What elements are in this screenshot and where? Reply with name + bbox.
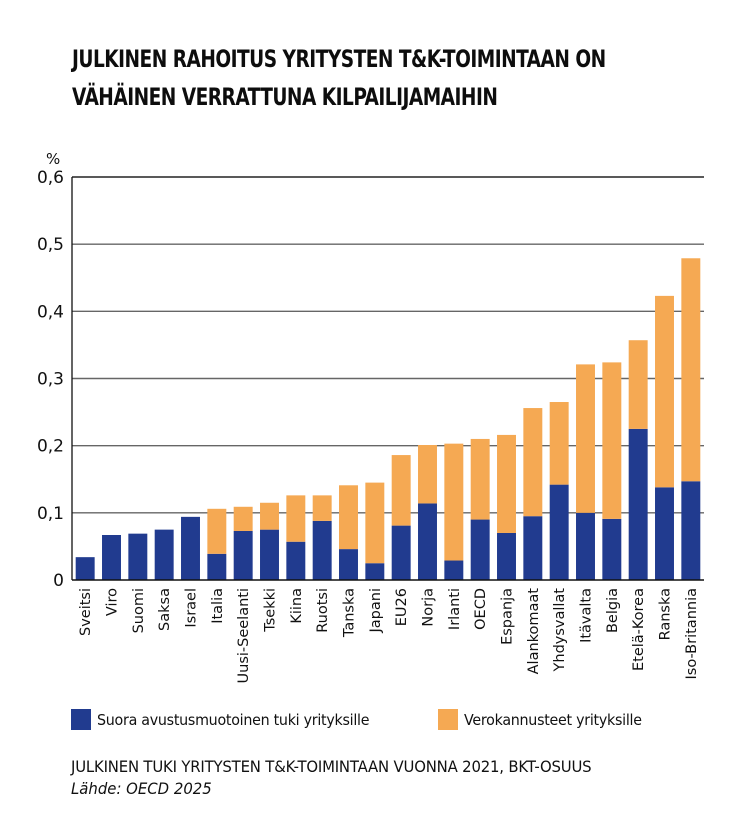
bar-tax-incentives bbox=[339, 485, 358, 550]
x-tick-label: Israel bbox=[184, 588, 200, 628]
legend-label-direct-support: Suora avustusmuotoinen tuki yrityksille bbox=[97, 710, 370, 729]
x-tick-label: Tanska bbox=[342, 588, 358, 638]
bar-direct-support bbox=[286, 541, 306, 580]
bar-tax-incentives bbox=[444, 443, 464, 561]
bar-direct-support bbox=[655, 487, 674, 580]
bar-direct-support bbox=[102, 535, 121, 580]
gridlines bbox=[72, 176, 704, 514]
x-tick-label: Uusi-Seelanti bbox=[236, 588, 252, 683]
y-tick-label: 0,1 bbox=[37, 504, 64, 524]
bar-tax-incentives bbox=[312, 495, 332, 521]
x-tick-label: Ruotsi bbox=[315, 588, 331, 633]
bar-direct-support bbox=[391, 525, 411, 580]
y-tick-label: 0 bbox=[53, 571, 64, 591]
y-tick-label: 0,3 bbox=[37, 370, 64, 390]
stacked-bar-chart: % 0 0,1 0,2 0,3 0,4 0,5 0,6 Sveitsi Viro Suomi Sa… bbox=[37, 150, 704, 684]
bar-direct-support bbox=[154, 529, 174, 581]
bar-direct-support bbox=[549, 484, 569, 580]
bar-direct-support bbox=[576, 512, 595, 580]
x-tick-label: Espanja bbox=[500, 588, 516, 645]
x-tick-label: Belgia bbox=[605, 588, 621, 633]
legend-swatch-direct-support bbox=[71, 709, 91, 730]
chart-title-line-1: JULKINEN RAHOITUS YRITYSTEN T&K-TOIMINTA… bbox=[72, 45, 606, 73]
y-tick-label: 0,5 bbox=[37, 235, 64, 255]
y-tick-label: 0,2 bbox=[37, 437, 64, 457]
bar-tax-incentives bbox=[655, 295, 674, 488]
bar-direct-support bbox=[418, 503, 437, 580]
bar-direct-support bbox=[128, 533, 148, 580]
bar-tax-incentives bbox=[260, 502, 279, 530]
bar-tax-incentives bbox=[628, 340, 648, 429]
bar-tax-incentives bbox=[576, 364, 595, 513]
bar-direct-support bbox=[681, 481, 701, 580]
x-tick-label: Saksa bbox=[157, 588, 173, 631]
bar-tax-incentives bbox=[470, 438, 490, 520]
bar-direct-support bbox=[181, 516, 200, 580]
bar-tax-incentives bbox=[207, 508, 227, 554]
legend-item-direct-support: Suora avustusmuotoinen tuki yrityksille bbox=[71, 709, 393, 730]
bar-direct-support bbox=[628, 428, 648, 581]
bar-direct-support bbox=[207, 553, 227, 580]
bar-direct-support bbox=[339, 549, 358, 580]
x-tick-label: Kiina bbox=[289, 588, 305, 624]
chart-title: JULKINEN RAHOITUS YRITYSTEN T&K-TOIMINTA… bbox=[72, 40, 631, 116]
x-tick-label: Ranska bbox=[658, 588, 674, 640]
bar-tax-incentives bbox=[391, 455, 411, 526]
x-tick-label: Viro bbox=[105, 588, 121, 616]
bar-direct-support bbox=[233, 530, 253, 580]
legend-label-tax-incentives: Verokannusteet yrityksille bbox=[464, 710, 642, 729]
bar-direct-support bbox=[365, 563, 385, 580]
bar-tax-incentives bbox=[602, 362, 622, 519]
bar-direct-support bbox=[260, 529, 279, 581]
y-axis-ticks: 0 0,1 0,2 0,3 0,4 0,5 0,6 bbox=[37, 168, 64, 591]
bar-tax-incentives bbox=[523, 408, 543, 517]
bar-direct-support bbox=[312, 520, 332, 580]
x-tick-label: Japani bbox=[368, 588, 384, 633]
x-tick-label: Etelä-Korea bbox=[631, 588, 647, 671]
y-tick-label: 0,6 bbox=[37, 168, 64, 188]
legend: Suora avustusmuotoinen tuki yrityksille … bbox=[71, 709, 731, 733]
x-tick-label: OECD bbox=[473, 588, 489, 630]
x-tick-label: Italia bbox=[210, 588, 226, 624]
bar-tax-incentives bbox=[418, 445, 437, 504]
bar-tax-incentives bbox=[497, 434, 516, 533]
bar-tax-incentives bbox=[365, 482, 385, 564]
x-tick-label: EU26 bbox=[394, 588, 410, 626]
chart-title-line-2: VÄHÄINEN VERRATTUNA KILPAILIJAMAIHIN bbox=[72, 83, 498, 111]
chart-caption: JULKINEN TUKI YRITYSTEN T&K-TOIMINTAAN V… bbox=[71, 757, 592, 776]
chart-source: Lähde: OECD 2025 bbox=[71, 779, 212, 798]
bar-direct-support bbox=[470, 519, 490, 580]
bar-tax-incentives bbox=[286, 495, 306, 542]
x-tick-label: Iso-Britannia bbox=[684, 588, 700, 680]
x-tick-label: Tsekki bbox=[263, 588, 279, 633]
x-tick-label: Sveitsi bbox=[78, 588, 94, 636]
bar-direct-support bbox=[497, 532, 516, 580]
y-axis-unit-label: % bbox=[46, 150, 60, 168]
bar-direct-support bbox=[444, 560, 464, 580]
bar-tax-incentives bbox=[233, 506, 253, 531]
x-tick-label: Yhdysvallat bbox=[552, 588, 568, 673]
x-tick-label: Irlanti bbox=[447, 588, 463, 630]
legend-swatch-tax-incentives bbox=[438, 709, 458, 730]
legend-item-tax-incentives: Verokannusteet yrityksille bbox=[438, 709, 657, 730]
bar-tax-incentives bbox=[549, 402, 569, 485]
x-tick-label: Alankomaat bbox=[526, 588, 542, 675]
x-tick-label: Norja bbox=[421, 588, 437, 627]
x-tick-label: Itävalta bbox=[579, 588, 595, 643]
x-axis-labels: Sveitsi Viro Suomi Saksa Israel Italia Uusi-Se… bbox=[78, 588, 700, 684]
bar-direct-support bbox=[602, 518, 622, 580]
x-tick-label: Suomi bbox=[131, 588, 147, 633]
bar-tax-incentives bbox=[681, 258, 701, 482]
bar-direct-support bbox=[523, 516, 543, 580]
y-tick-label: 0,4 bbox=[37, 302, 64, 322]
bars bbox=[75, 258, 701, 581]
bar-direct-support bbox=[75, 557, 95, 580]
